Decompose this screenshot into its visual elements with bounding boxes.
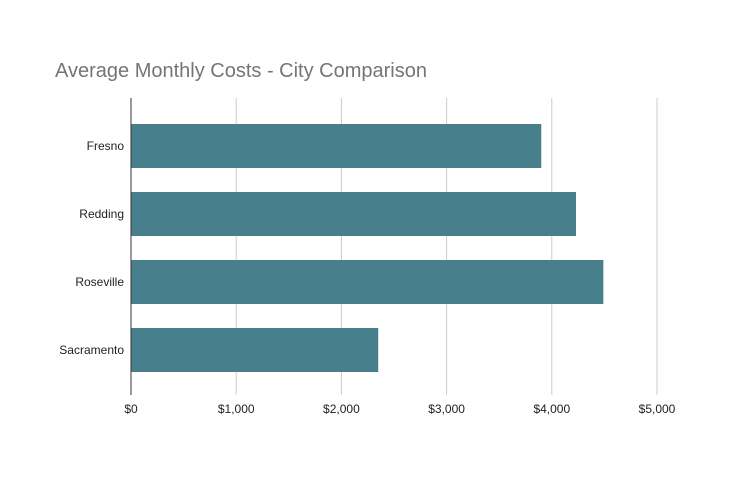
bar-redding <box>131 192 576 236</box>
tick-label-2: $2,000 <box>323 402 360 416</box>
category-label-redding: Redding <box>79 207 124 221</box>
bar-sacramento <box>131 328 379 372</box>
bar-fresno <box>131 124 542 168</box>
bars <box>131 124 604 372</box>
tick-label-1: $1,000 <box>218 402 255 416</box>
tick-label-4: $4,000 <box>533 402 570 416</box>
tick-label-5: $5,000 <box>639 402 676 416</box>
category-labels: Fresno Redding Roseville Sacramento <box>59 139 124 357</box>
tick-label-3: $3,000 <box>428 402 465 416</box>
bar-roseville <box>131 260 604 304</box>
tick-labels: $0 $1,000 $2,000 $3,000 $4,000 $5,000 <box>124 402 675 416</box>
tick-label-0: $0 <box>124 402 138 416</box>
chart-title: Average Monthly Costs - City Comparison <box>55 60 427 82</box>
category-label-fresno: Fresno <box>87 139 125 153</box>
category-label-roseville: Roseville <box>75 275 124 289</box>
category-label-sacramento: Sacramento <box>59 343 124 357</box>
